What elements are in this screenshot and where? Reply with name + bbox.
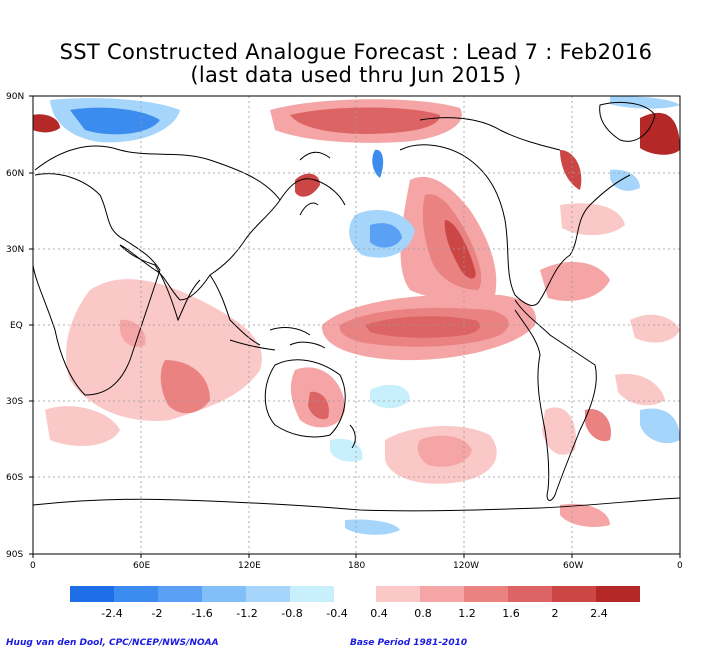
legend-negative-swatch-5 (290, 586, 334, 602)
lat-label-60s: 60S (6, 473, 23, 483)
legend-positive-swatches (376, 586, 640, 602)
lon-label-60w: 60W (563, 561, 583, 571)
lat-label-90s: 90S (6, 550, 23, 560)
legend-negative-swatches (70, 586, 334, 602)
legend-negative-swatch-3 (202, 586, 246, 602)
map-title-line-2: (last data used thru Jun 2015 ) (190, 63, 522, 87)
legend-negative-swatch-4 (246, 586, 290, 602)
lat-label-eq: EQ (10, 321, 23, 331)
base-period-note: Base Period 1981-2010 (350, 638, 468, 648)
map-title-line-1: SST Constructed Analogue Forecast : Lead… (59, 40, 653, 64)
legend-positive-swatch-5 (596, 586, 640, 602)
lon-label-0-right: 0 (677, 561, 683, 571)
legend-positive-swatch-3 (508, 586, 552, 602)
legend-label-pos-2-4: 2.4 (590, 607, 608, 620)
lon-label-120w: 120W (453, 561, 479, 571)
warm-anomaly-regions (33, 99, 680, 527)
coastlines (33, 102, 680, 512)
cool-anomaly-regions (50, 96, 680, 535)
legend-negative-swatch-1 (114, 586, 158, 602)
legend-label-pos-0-4: 0.4 (370, 607, 388, 620)
legend-positive-swatch-2 (464, 586, 508, 602)
lon-label-0-left: 0 (30, 561, 36, 571)
lon-label-180: 180 (348, 561, 365, 571)
legend-label-neg-0-8: -0.8 (281, 607, 302, 620)
legend-label-pos-2: 2 (552, 607, 559, 620)
lat-label-60n: 60N (6, 169, 24, 179)
legend-label-neg-2: -2 (152, 607, 163, 620)
legend-label-pos-1-6: 1.6 (502, 607, 520, 620)
color-legend: -2.4 -2 -1.6 -1.2 -0.8 -0.4 0.4 0.8 1.2 … (70, 586, 640, 620)
legend-label-pos-1-2: 1.2 (458, 607, 476, 620)
lat-lon-grid (33, 96, 680, 554)
legend-positive-swatch-4 (552, 586, 596, 602)
lat-label-30n: 30N (6, 245, 24, 255)
legend-positive-swatch-1 (420, 586, 464, 602)
legend-label-neg-1-2: -1.2 (236, 607, 257, 620)
lat-label-90n: 90N (6, 92, 24, 102)
lon-label-60e: 60E (133, 561, 150, 571)
lon-label-120e: 120E (238, 561, 261, 571)
legend-negative-swatch-2 (158, 586, 202, 602)
legend-label-pos-0-8: 0.8 (414, 607, 432, 620)
legend-label-neg-0-4: -0.4 (326, 607, 347, 620)
legend-negative-swatch-0 (70, 586, 114, 602)
legend-positive-swatch-0 (376, 586, 420, 602)
legend-label-neg-2-4: -2.4 (101, 607, 122, 620)
legend-label-neg-1-6: -1.6 (191, 607, 212, 620)
author-credit: Huug van den Dool, CPC/NCEP/NWS/NOAA (6, 638, 219, 648)
lat-label-30s: 30S (6, 397, 23, 407)
